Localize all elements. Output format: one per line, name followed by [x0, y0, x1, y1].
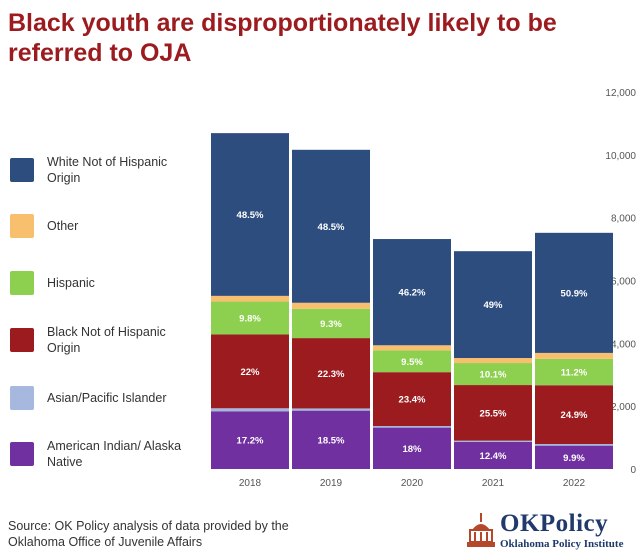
- legend-item-asian: Asian/Pacific Islander: [10, 378, 185, 418]
- legend-item-white: White Not of Hispanic Origin: [10, 150, 185, 190]
- data-label-2022-5: 50.9%: [561, 288, 588, 299]
- data-label-2020-3: 9.5%: [401, 357, 423, 368]
- legend-swatch: [10, 442, 34, 466]
- bar-segment-2021-5: [454, 251, 532, 359]
- legend-label: Black Not of Hispanic Origin: [47, 325, 166, 355]
- y-tick-label: 2,000: [611, 402, 636, 413]
- legend-label: American Indian/ Alaska Native: [47, 439, 182, 469]
- data-label-2019-3: 9.3%: [320, 319, 342, 330]
- x-tick-label: 2022: [563, 478, 586, 489]
- data-label-2018-5: 48.5%: [237, 210, 264, 221]
- legend-label: White Not of Hispanic Origin: [47, 155, 168, 185]
- bar-segment-2021-0: [454, 441, 532, 469]
- bar-segment-2020-5: [373, 239, 451, 346]
- bar-segment-2021-3: [454, 363, 532, 386]
- legend-swatch: [10, 328, 34, 352]
- data-label-2022-2: 24.9%: [561, 410, 588, 421]
- x-tick-label: 2018: [239, 478, 262, 489]
- legend-item-other: Other: [10, 206, 185, 246]
- bar-segment-2022-1: [535, 443, 613, 446]
- bar-segment-2018-3: [211, 301, 289, 335]
- source-note: Source: OK Policy analysis of data provi…: [8, 519, 289, 549]
- bar-segment-2022-2: [535, 385, 613, 444]
- data-label-2021-5: 49%: [483, 300, 503, 311]
- data-label-2022-3: 11.2%: [561, 368, 588, 379]
- legend-swatch: [10, 386, 34, 410]
- bar-segment-2018-0: [211, 411, 289, 469]
- y-tick-label: 6,000: [611, 277, 636, 288]
- legend-swatch: [10, 158, 34, 182]
- bar-segment-2018-4: [211, 295, 289, 302]
- bar-segment-2020-0: [373, 427, 451, 469]
- stacked-bar-chart: 02,0004,0006,0008,00010,00012,00017.2%0.…: [211, 88, 636, 489]
- okpolicy-logo: OKPolicy Oklahoma Policy Institute: [466, 510, 636, 552]
- chart-title: Black youth are disproportionately likel…: [8, 9, 557, 67]
- y-tick-label: 0: [630, 465, 636, 476]
- data-label-2018-2: 22%: [240, 367, 260, 378]
- bar-segment-2019-2: [292, 338, 370, 409]
- bar-segment-2020-4: [373, 345, 451, 351]
- legend-label: Asian/Pacific Islander: [47, 391, 167, 405]
- x-tick-label: 2020: [401, 478, 424, 489]
- bar-segment-2020-1: [373, 425, 451, 428]
- legend-label: Hispanic: [47, 276, 95, 290]
- bar-segment-2019-5: [292, 149, 370, 303]
- data-label-2019-5: 48.5%: [318, 222, 345, 233]
- bar-segment-2019-1: [292, 408, 370, 411]
- data-label-2022-0: 9.9%: [563, 453, 585, 464]
- bar-segment-2021-1: [454, 440, 532, 442]
- logo-subtitle: Oklahoma Policy Institute: [500, 538, 624, 550]
- bar-segment-2019-3: [292, 308, 370, 339]
- legend-item-american-indian: American Indian/ Alaska Native: [10, 434, 185, 474]
- bar-segment-2018-2: [211, 334, 289, 409]
- legend-item-hispanic: Hispanic: [10, 263, 185, 303]
- y-tick-label: 4,000: [611, 339, 636, 350]
- bar-segment-2022-5: [535, 232, 613, 353]
- bar-segment-2018-1: [211, 408, 289, 412]
- capitol-dome-icon: [467, 513, 495, 547]
- y-tick-label: 10,000: [605, 151, 636, 162]
- bar-segment-2019-0: [292, 410, 370, 469]
- bar-segment-2020-2: [373, 372, 451, 426]
- legend-label: Other: [47, 219, 79, 233]
- bar-segment-2022-0: [535, 445, 613, 469]
- x-tick-label: 2019: [320, 478, 343, 489]
- legend-item-black: Black Not of Hispanic Origin: [10, 320, 185, 360]
- y-tick-label: 12,000: [605, 88, 636, 99]
- data-label-2019-0: 18.5%: [318, 435, 345, 446]
- y-tick-label: 8,000: [611, 214, 636, 225]
- data-label-2021-3: 10.1%: [480, 370, 507, 381]
- data-label-2020-2: 23.4%: [399, 395, 426, 406]
- legend-swatch: [10, 214, 34, 238]
- bar-segment-2020-3: [373, 350, 451, 373]
- data-label-2020-5: 46.2%: [399, 288, 426, 299]
- data-label-2021-0: 12.4%: [480, 451, 507, 462]
- data-label-2018-3: 9.8%: [239, 314, 261, 325]
- bar-segment-2019-4: [292, 302, 370, 309]
- legend-swatch: [10, 271, 34, 295]
- data-label-2020-0: 18%: [402, 444, 422, 455]
- bar-segment-2018-5: [211, 133, 289, 296]
- bar-segment-2022-3: [535, 358, 613, 386]
- bar-segment-2021-2: [454, 385, 532, 441]
- x-tick-label: 2021: [482, 478, 505, 489]
- logo-name: OKPolicy: [500, 510, 609, 537]
- bar-segment-2022-4: [535, 352, 613, 359]
- data-label-2018-0: 17.2%: [237, 436, 264, 447]
- data-label-2019-2: 22.3%: [318, 369, 345, 380]
- bar-segment-2021-4: [454, 358, 532, 364]
- data-label-2021-2: 25.5%: [480, 408, 507, 419]
